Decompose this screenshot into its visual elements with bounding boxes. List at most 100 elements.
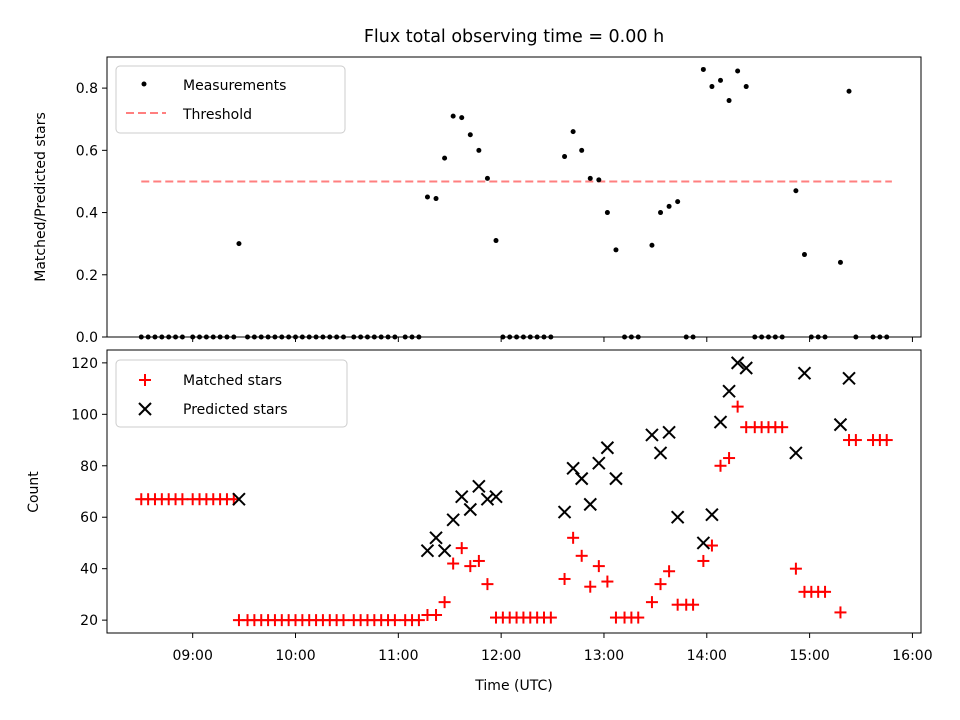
x-tick-label: 11:00 xyxy=(378,648,418,664)
measurement-point xyxy=(424,194,430,200)
matched-star-point xyxy=(654,578,667,591)
top-y-tick-label: 0.0 xyxy=(76,330,98,346)
top-plot-frame xyxy=(106,56,922,338)
predicted-star-point xyxy=(429,531,443,545)
matched-star-point xyxy=(481,578,494,591)
predicted-star-point xyxy=(730,356,745,370)
bottom-y-tick-label: 60 xyxy=(80,510,98,526)
measurement-point xyxy=(846,88,852,94)
top-y-tick-label: 0.4 xyxy=(76,206,98,222)
matched-star-point xyxy=(430,608,443,621)
bottom-y-tick-label: 40 xyxy=(80,562,98,578)
predicted-star-point xyxy=(446,513,460,527)
measurement-point xyxy=(801,252,807,258)
measurement-point xyxy=(476,147,482,153)
top-y-tick-label: 0.6 xyxy=(76,143,98,159)
legend-matched-marker xyxy=(139,374,151,386)
predicted-star-point xyxy=(420,543,435,558)
measurement-point xyxy=(433,196,439,202)
predicted-star-point xyxy=(472,479,486,494)
matched-star-point xyxy=(558,572,571,585)
x-tick-label: 15:00 xyxy=(789,648,829,664)
measurement-point xyxy=(467,132,473,138)
predicted-star-point xyxy=(600,441,615,455)
measurement-point xyxy=(649,242,655,248)
matched-star-point xyxy=(819,585,832,598)
matched-star-point xyxy=(567,531,580,544)
bottom-x-axis-label: Time (UTC) xyxy=(474,678,552,694)
predicted-star-point xyxy=(489,489,503,504)
measurement-point xyxy=(604,210,610,216)
predicted-star-point xyxy=(592,456,606,470)
matched-star-point xyxy=(601,575,614,588)
legend-matched-label: Matched stars xyxy=(183,373,282,389)
matched-star-point xyxy=(834,606,847,619)
predicted-star-point xyxy=(455,489,469,504)
predicted-star-point xyxy=(739,361,753,375)
bottom-legend: Matched stars Predicted stars xyxy=(115,359,348,428)
bottom-y-tick-label: 80 xyxy=(80,459,98,475)
matched-star-point xyxy=(592,560,605,573)
predicted-star-point xyxy=(713,415,728,429)
measurement-point xyxy=(587,175,593,181)
predicted-star-point xyxy=(842,371,856,386)
predicted-star-point xyxy=(670,510,685,524)
bottom-y-tick-label: 20 xyxy=(80,613,98,629)
matched-star-point xyxy=(472,554,485,567)
matched-star-point xyxy=(337,614,350,627)
measurement-point xyxy=(837,259,843,265)
matched-star-point xyxy=(584,580,597,593)
bottom-y-axis-label: Count xyxy=(26,471,42,513)
bottom-panel: 20 40 60 80 100 120 09:00 10:00 11:00 12:00 13:00… xyxy=(26,349,933,694)
matched-star-point xyxy=(705,539,718,552)
top-panel: 0.00.20.40.60.8 Matched/Predicted stars … xyxy=(33,56,922,346)
top-y-tick-label: 0.2 xyxy=(76,268,98,284)
predicted-star-point xyxy=(566,461,580,476)
predicted-star-point xyxy=(463,502,478,517)
predicted-star-point xyxy=(574,471,589,486)
matched-star-point xyxy=(388,614,401,627)
matched-star-point xyxy=(663,565,676,578)
matched-star-point xyxy=(723,452,736,465)
measurement-point xyxy=(726,98,732,104)
measurement-point xyxy=(675,199,681,205)
matched-star-point xyxy=(880,434,893,447)
legend-measurements-marker xyxy=(141,81,147,87)
legend-measurements-label: Measurements xyxy=(183,78,286,94)
x-tick-label: 16:00 xyxy=(892,648,932,664)
measurement-point xyxy=(236,241,242,247)
matched-star-point xyxy=(789,562,802,575)
measurement-point xyxy=(484,175,490,181)
top-y-axis-label: Matched/Predicted stars xyxy=(33,112,49,282)
matched-star-point xyxy=(714,459,727,472)
measurement-point xyxy=(596,177,602,183)
matched-star-point xyxy=(645,596,658,609)
predicted-star-point xyxy=(583,497,597,512)
measurement-point xyxy=(700,66,706,72)
top-legend-box xyxy=(115,65,346,134)
x-tick-label: 13:00 xyxy=(584,648,624,664)
predicted-star-point xyxy=(480,492,495,506)
matched-star-point xyxy=(687,598,700,611)
measurement-point xyxy=(579,147,585,153)
predicted-star-point xyxy=(833,417,848,432)
measurement-point xyxy=(450,113,456,119)
predicted-star-point xyxy=(232,492,246,506)
measurement-point xyxy=(493,238,499,244)
matched-star-point xyxy=(438,596,451,609)
matched-star-point xyxy=(544,611,557,624)
predicted-star-point xyxy=(797,366,812,380)
x-tick-label: 09:00 xyxy=(173,648,213,664)
legend-threshold-label: Threshold xyxy=(182,107,252,123)
matched-star-point xyxy=(697,554,710,567)
legend-predicted-marker xyxy=(138,402,152,416)
predicted-star-point xyxy=(722,384,736,398)
x-tick-label: 14:00 xyxy=(687,648,727,664)
matched-star-point xyxy=(632,611,645,624)
bottom-y-tick-label: 120 xyxy=(71,356,98,372)
predicted-star-point xyxy=(557,505,572,519)
predicted-star-point xyxy=(696,536,711,550)
measurement-point xyxy=(658,210,664,216)
predicted-star-point xyxy=(653,446,668,460)
